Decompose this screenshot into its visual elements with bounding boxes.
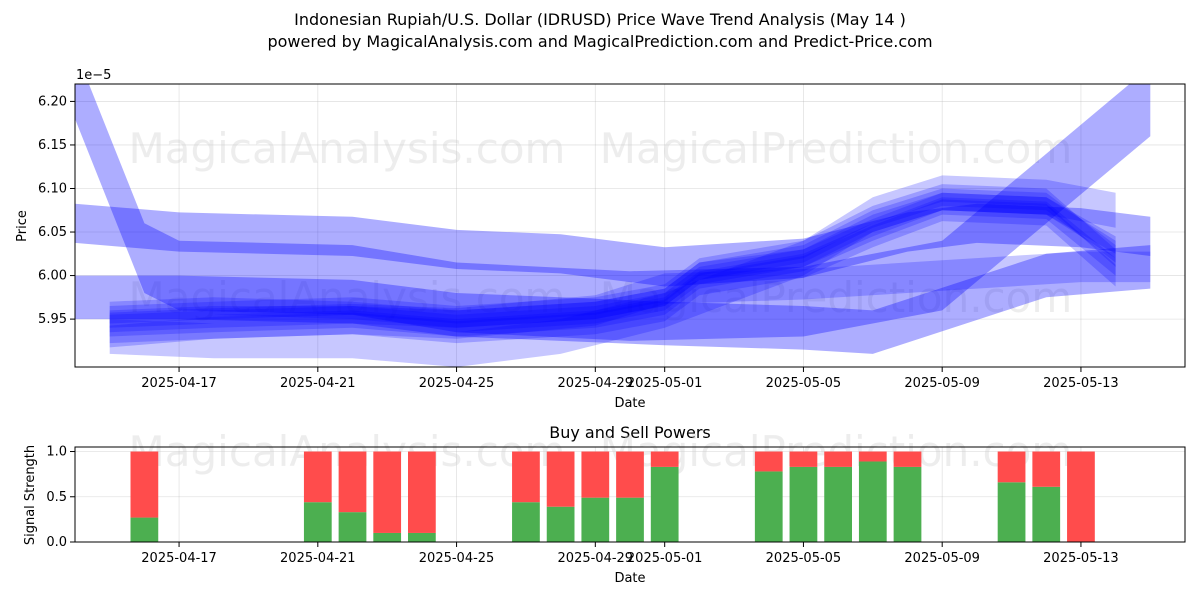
wave-band-6 <box>109 197 1116 337</box>
watermark-right: MagicalPrediction.com <box>600 124 1073 173</box>
signal-plot-frame <box>74 446 1186 543</box>
sell-bar <box>616 451 644 498</box>
price-y-tick-label: 6.10 <box>38 181 67 196</box>
sell-bar <box>997 451 1026 483</box>
sell-bar <box>789 451 818 467</box>
signal-y-tick-label: 0.5 <box>46 490 67 505</box>
signal-y-tick-label: 0.0 <box>46 535 67 550</box>
buy-bar <box>130 517 159 542</box>
buy-bar <box>373 532 402 542</box>
price-wave-bands <box>75 84 1151 367</box>
buy-bar <box>338 512 367 542</box>
sell-bar <box>512 451 540 503</box>
wave-band-10 <box>109 175 1116 367</box>
buy-bar <box>408 532 436 542</box>
buy-bar <box>650 466 679 542</box>
sell-bar <box>754 451 783 472</box>
buy-bar <box>303 502 332 542</box>
price-y-tick-label: 6.20 <box>38 94 67 109</box>
buy-bar <box>512 502 540 542</box>
buy-bar <box>616 497 644 542</box>
price-y-offset-label: 1e−5 <box>76 68 111 83</box>
signal-x-tick-label: 2025-05-05 <box>766 551 842 566</box>
wave-band-3 <box>109 192 1116 333</box>
sell-bar <box>824 451 852 467</box>
price-y-tick-label: 6.15 <box>38 138 67 153</box>
signal-x-tick-label: 2025-05-09 <box>904 551 980 566</box>
sell-bar <box>893 451 922 467</box>
watermark-right-lower: MagicalPrediction.com <box>600 273 1073 322</box>
signal-y-axis-label: Signal Strength <box>23 445 38 545</box>
wave-band-8 <box>109 199 1116 348</box>
sell-bar <box>581 451 610 498</box>
sell-bar <box>408 451 436 533</box>
signal-x-tick-label: 2025-04-29 <box>558 551 634 566</box>
price-plot-frame <box>74 83 1186 368</box>
wave-band-2 <box>75 245 1151 354</box>
price-y-axis-label: Price <box>15 210 30 242</box>
figure-title-line-1: Indonesian Rupiah/U.S. Dollar (IDRUSD) P… <box>294 10 906 29</box>
signal-title: Buy and Sell Powers <box>549 423 711 442</box>
price-x-tick-label: 2025-05-13 <box>1043 376 1119 391</box>
sell-bar <box>546 451 575 507</box>
sell-bar <box>303 451 332 503</box>
wave-band-5 <box>109 184 1116 324</box>
wave-band-1 <box>75 203 1151 287</box>
wave-band-0 <box>75 84 1151 341</box>
price-x-tick-label: 2025-04-25 <box>419 376 495 391</box>
signal-axes: 2025-04-17 2025-04-21 2025-04-25 2025-04-29… <box>46 445 1118 566</box>
price-x-tick-label: 2025-04-17 <box>141 376 217 391</box>
price-x-tick-label: 2025-05-01 <box>627 376 703 391</box>
sell-bar <box>650 451 679 467</box>
signal-y-tick-label: 1.0 <box>46 445 67 460</box>
price-axes: 2025-04-17 2025-04-21 2025-04-25 2025-04-29… <box>38 94 1119 391</box>
sell-bar <box>130 451 159 518</box>
buy-bar <box>546 506 575 542</box>
figure-title-line-2: powered by MagicalAnalysis.com and Magic… <box>267 32 932 51</box>
watermark-left: MagicalAnalysis.com <box>129 124 566 173</box>
sell-bar <box>1032 451 1061 487</box>
buy-bar <box>893 466 922 542</box>
price-x-tick-label: 2025-05-05 <box>766 376 842 391</box>
price-x-tick-label: 2025-05-09 <box>904 376 980 391</box>
signal-x-tick-label: 2025-04-25 <box>419 551 495 566</box>
sell-bar <box>338 451 367 513</box>
price-y-tick-label: 6.05 <box>38 225 67 240</box>
buy-bar <box>581 497 610 542</box>
wave-band-9 <box>109 251 1151 344</box>
signal-x-tick-label: 2025-04-21 <box>280 551 356 566</box>
signal-x-tick-label: 2025-04-17 <box>141 551 217 566</box>
signal-x-tick-label: 2025-05-01 <box>627 551 703 566</box>
buy-bar <box>789 466 818 542</box>
wave-band-4 <box>109 188 1116 333</box>
buy-bar <box>858 461 887 542</box>
price-x-axis-label: Date <box>614 396 645 411</box>
price-x-tick-label: 2025-04-29 <box>558 376 634 391</box>
sell-bar <box>1067 451 1095 542</box>
buy-bar <box>754 471 783 542</box>
buy-bar <box>997 482 1026 542</box>
price-y-tick-label: 6.00 <box>38 269 67 284</box>
signal-x-axis-label: Date <box>614 571 645 586</box>
signal-x-tick-label: 2025-05-13 <box>1043 551 1119 566</box>
sell-bar <box>373 451 402 533</box>
signal-panel: Buy and Sell Powers MagicalAnalysis.com … <box>23 423 1186 586</box>
price-y-tick-label: 5.95 <box>38 312 67 327</box>
wave-band-7 <box>109 192 1116 328</box>
buy-bar <box>824 466 852 542</box>
watermark-left-lower: MagicalAnalysis.com <box>129 273 566 322</box>
price-x-tick-label: 2025-04-21 <box>280 376 356 391</box>
price-grid <box>75 84 1185 367</box>
price-panel: MagicalAnalysis.com MagicalPrediction.co… <box>15 68 1186 411</box>
signal-bars <box>130 451 1095 542</box>
sell-bar <box>858 451 887 462</box>
buy-bar <box>1032 486 1061 542</box>
